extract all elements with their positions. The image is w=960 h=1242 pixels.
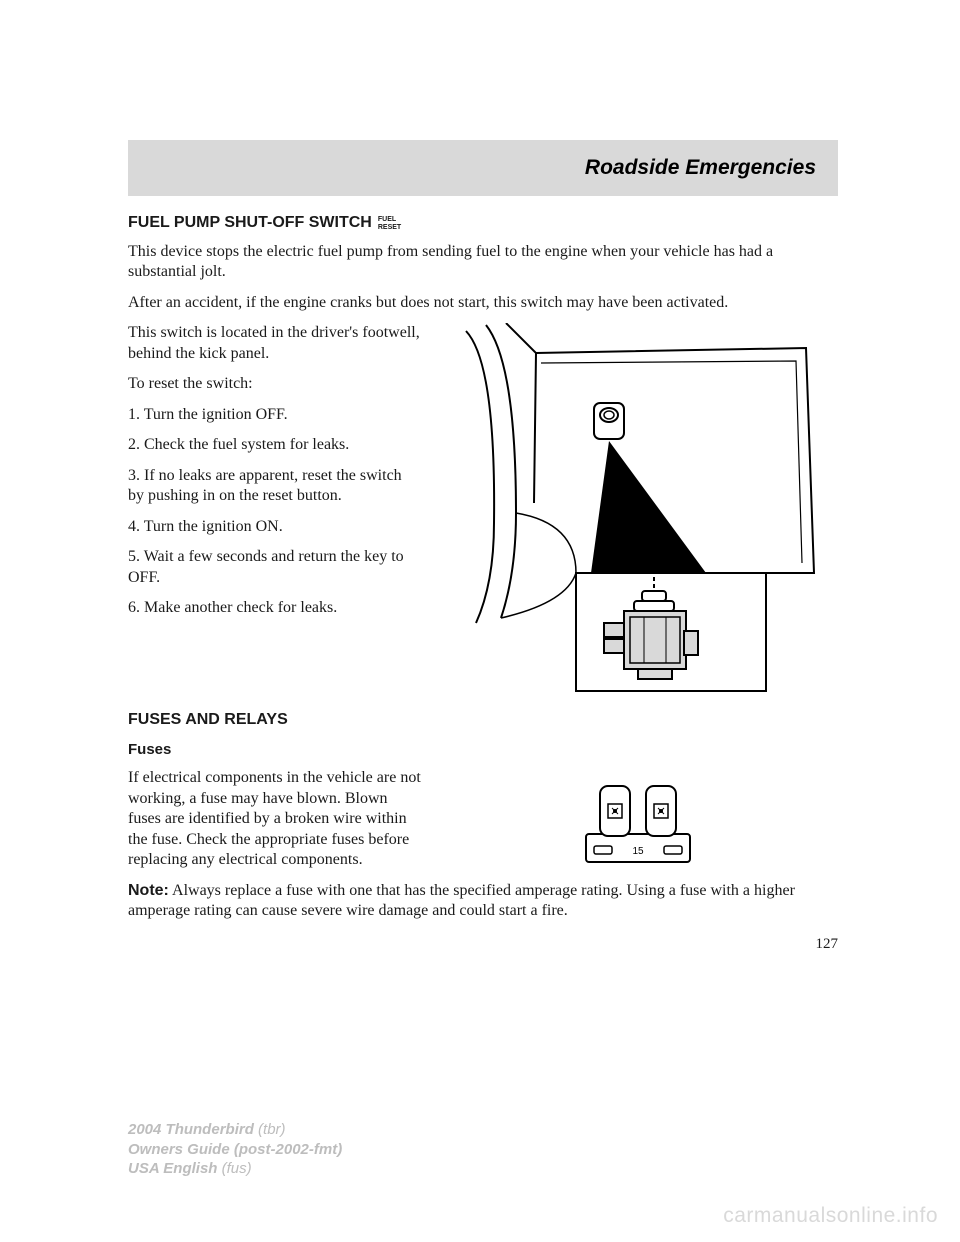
step-5: 5. Wait a few seconds and return the key…: [128, 547, 420, 588]
content-area: FUEL PUMP SHUT-OFF SWITCH FUEL RESET Thi…: [128, 196, 838, 953]
note-label: Note:: [128, 882, 169, 899]
fuel-reset-icon-label: FUEL RESET: [378, 216, 401, 232]
note-text: Always replace a fuse with one that has …: [128, 882, 795, 919]
fuse-diagram: 15: [568, 772, 708, 872]
page-content: Roadside Emergencies FUEL PUMP SHUT-OFF …: [128, 140, 838, 953]
footwell-switch-diagram: [446, 323, 826, 693]
page-number: 127: [128, 936, 838, 953]
para-intro-1: This device stops the electric fuel pump…: [128, 242, 838, 283]
step-2: 2. Check the fuel system for leaks.: [128, 435, 420, 455]
step-3: 3. If no leaks are apparent, reset the s…: [128, 466, 420, 507]
step-1: 1. Turn the ignition OFF.: [128, 405, 420, 425]
heading-text: FUEL PUMP SHUT-OFF SWITCH: [128, 214, 372, 232]
para-reset-intro: To reset the switch:: [128, 374, 420, 394]
footer-line-1: 2004 Thunderbird (tbr): [128, 1120, 342, 1140]
step-4: 4. Turn the ignition ON.: [128, 517, 420, 537]
fuse-diagram-column: 15: [438, 768, 838, 880]
para-intro-2: After an accident, if the engine cranks …: [128, 293, 838, 313]
header-bar: Roadside Emergencies: [128, 140, 838, 196]
header-title: Roadside Emergencies: [585, 156, 816, 180]
switch-text-column: This switch is located in the driver's f…: [128, 323, 420, 693]
two-column-fuses: If electrical components in the vehicle …: [128, 768, 838, 880]
fuse-number: 15: [632, 846, 644, 857]
section-heading-fuses-relays: FUSES AND RELAYS: [128, 711, 838, 729]
two-column-switch: This switch is located in the driver's f…: [128, 323, 838, 693]
section-heading-fuel-pump: FUEL PUMP SHUT-OFF SWITCH FUEL RESET: [128, 214, 838, 232]
footer-line-3: USA English (fus): [128, 1159, 342, 1179]
switch-diagram-column: [434, 323, 838, 693]
para-note: Note: Always replace a fuse with one tha…: [128, 881, 838, 922]
watermark: carmanualsonline.info: [723, 1204, 938, 1228]
step-6: 6. Make another check for leaks.: [128, 598, 420, 618]
fuse-text-column: If electrical components in the vehicle …: [128, 768, 424, 880]
footer-line-2: Owners Guide (post-2002-fmt): [128, 1140, 342, 1160]
subheading-fuses: Fuses: [128, 741, 838, 758]
para-location: This switch is located in the driver's f…: [128, 323, 420, 364]
footer: 2004 Thunderbird (tbr) Owners Guide (pos…: [128, 1120, 342, 1179]
para-fuses: If electrical components in the vehicle …: [128, 768, 424, 870]
